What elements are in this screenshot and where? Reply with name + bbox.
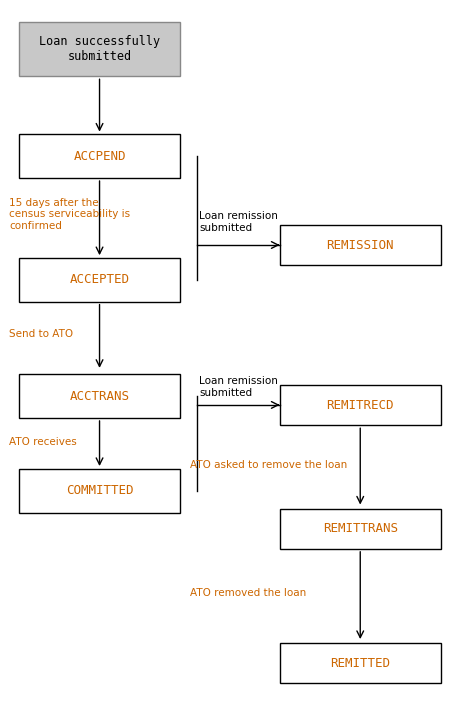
- Text: ACCEPTED: ACCEPTED: [70, 273, 129, 286]
- FancyBboxPatch shape: [19, 374, 180, 418]
- Text: ATO asked to remove the loan: ATO asked to remove the loan: [190, 460, 347, 470]
- Text: ATO receives: ATO receives: [9, 437, 77, 447]
- Text: Send to ATO: Send to ATO: [9, 329, 73, 340]
- Text: REMITTED: REMITTED: [330, 657, 390, 670]
- Text: COMMITTED: COMMITTED: [66, 484, 133, 497]
- Text: ACCPEND: ACCPEND: [73, 150, 126, 163]
- FancyBboxPatch shape: [19, 134, 180, 178]
- Text: ACCTRANS: ACCTRANS: [70, 390, 129, 403]
- Text: REMITTRANS: REMITTRANS: [323, 523, 398, 535]
- Text: REMISSION: REMISSION: [327, 239, 394, 252]
- Text: Loan remission
submitted: Loan remission submitted: [199, 376, 278, 398]
- FancyBboxPatch shape: [19, 258, 180, 302]
- FancyBboxPatch shape: [280, 225, 441, 265]
- FancyBboxPatch shape: [280, 385, 441, 425]
- Text: ATO removed the loan: ATO removed the loan: [190, 587, 306, 598]
- FancyBboxPatch shape: [280, 509, 441, 549]
- FancyBboxPatch shape: [280, 643, 441, 683]
- Text: REMITRECD: REMITRECD: [327, 399, 394, 411]
- Text: 15 days after the
census serviceability is
confirmed: 15 days after the census serviceability …: [9, 198, 131, 231]
- Text: Loan successfully
submitted: Loan successfully submitted: [39, 35, 160, 63]
- FancyBboxPatch shape: [19, 22, 180, 76]
- Text: Loan remission
submitted: Loan remission submitted: [199, 211, 278, 233]
- FancyBboxPatch shape: [19, 469, 180, 513]
